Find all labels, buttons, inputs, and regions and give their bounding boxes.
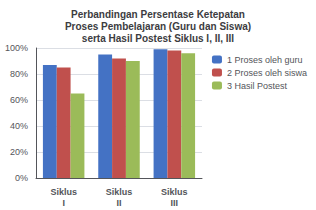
svg-text:Proses Pembelajaran (Guru dan: Proses Pembelajaran (Guru dan Siswa) [65,21,251,32]
svg-text:Siklus: Siklus [106,187,133,197]
svg-text:20%: 20% [10,147,28,157]
svg-text:80%: 80% [10,69,28,79]
svg-text:1 Proses oleh guru: 1 Proses oleh guru [227,55,303,65]
svg-text:Siklus: Siklus [161,187,188,197]
svg-text:Siklus: Siklus [50,187,77,197]
svg-text:serta Hasil Postest Siklus I,: serta Hasil Postest Siklus I, II, III [82,33,235,44]
svg-text:III: III [171,198,179,208]
svg-text:II: II [116,198,121,208]
svg-text:40%: 40% [10,121,28,131]
svg-text:60%: 60% [10,95,28,105]
svg-text:Perbandingan Persentase Ketepa: Perbandingan Persentase Ketepatan [71,9,245,20]
svg-text:100%: 100% [5,43,28,53]
svg-text:I: I [62,198,65,208]
svg-text:3 Hasil Postest: 3 Hasil Postest [227,81,288,91]
svg-text:2 Proses oleh siswa: 2 Proses oleh siswa [227,68,307,78]
svg-text:0%: 0% [15,173,28,183]
